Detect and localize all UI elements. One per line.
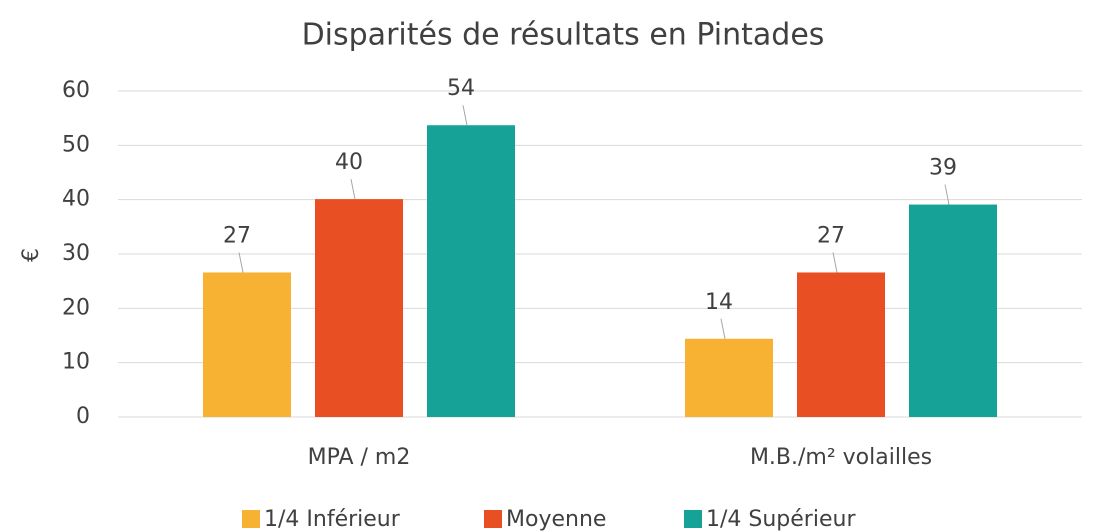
bar bbox=[427, 125, 515, 417]
bar bbox=[797, 272, 885, 417]
leader-line bbox=[238, 252, 244, 273]
data-label: 54 bbox=[447, 76, 475, 101]
x-tick-label: MPA / m2 bbox=[308, 445, 411, 470]
data-label: 39 bbox=[929, 156, 957, 181]
y-tick-label: 50 bbox=[62, 132, 90, 157]
legend-label: Moyenne bbox=[506, 507, 606, 532]
legend-label: 1/4 Supérieur bbox=[706, 507, 856, 532]
legend-swatch bbox=[684, 510, 702, 528]
data-label: 27 bbox=[817, 223, 845, 248]
leader-line bbox=[350, 179, 356, 200]
leader-line bbox=[944, 184, 950, 205]
leader-line bbox=[720, 318, 726, 339]
legend-swatch bbox=[242, 510, 260, 528]
bar bbox=[315, 199, 403, 417]
legend-label: 1/4 Inférieur bbox=[264, 507, 401, 532]
bar bbox=[685, 338, 773, 417]
leader-line bbox=[462, 105, 468, 126]
bar bbox=[909, 204, 997, 417]
y-tick-label: 20 bbox=[62, 295, 90, 320]
y-tick-label: 40 bbox=[62, 187, 90, 212]
data-label: 14 bbox=[705, 290, 733, 315]
y-tick-label: 60 bbox=[62, 78, 90, 103]
y-axis-label: € bbox=[19, 248, 44, 262]
y-tick-label: 0 bbox=[76, 404, 90, 429]
bar bbox=[203, 272, 291, 417]
data-label: 40 bbox=[335, 150, 363, 175]
y-tick-label: 30 bbox=[62, 241, 90, 266]
data-label: 27 bbox=[223, 223, 251, 248]
y-tick-label: 10 bbox=[62, 350, 90, 375]
leader-line bbox=[832, 252, 838, 273]
x-tick-label: M.B./m² volailles bbox=[750, 445, 932, 470]
legend-swatch bbox=[484, 510, 502, 528]
chart-title: Disparités de résultats en Pintades bbox=[302, 18, 825, 53]
